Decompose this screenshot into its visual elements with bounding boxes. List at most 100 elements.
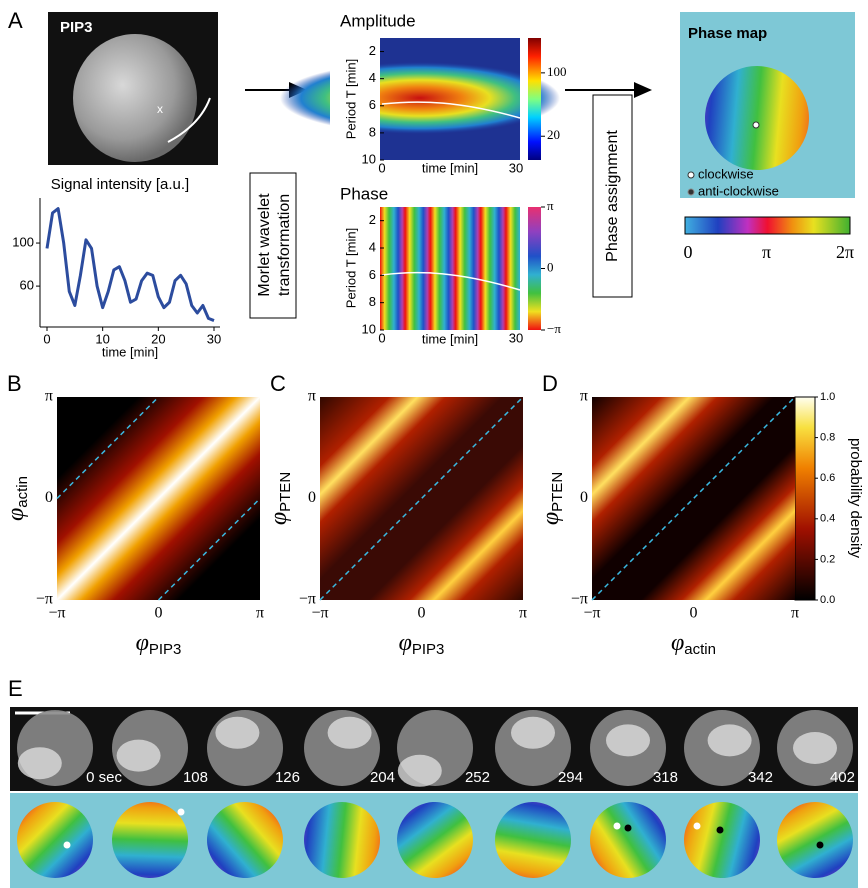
axis-subscript: PTEN: [549, 472, 566, 512]
panel-label: A: [8, 8, 23, 33]
axis-symbol: φ: [136, 630, 149, 656]
cell-highlight: [117, 740, 161, 772]
x-tick-label: 0: [43, 331, 50, 346]
colorbar: [528, 38, 541, 160]
time-label: 0 sec: [86, 769, 122, 786]
y-tick-label: 8: [369, 294, 376, 309]
y-tick-label: 4: [369, 239, 376, 254]
y-tick-label: 10: [362, 321, 376, 336]
step-label: Phase assignment: [604, 130, 621, 262]
signal-line: [47, 209, 214, 321]
time-label: 318: [653, 769, 678, 786]
cell-highlight: [18, 747, 62, 779]
colorbar-tick-label: π: [762, 242, 771, 262]
x-tick-label: π: [256, 605, 264, 622]
y-tick-label: 60: [20, 278, 34, 293]
x-axis-label: φPIP3: [399, 630, 445, 658]
colorbar-tick-label: 1.0: [820, 391, 835, 403]
cell-highlight: [708, 724, 752, 756]
cell-highlight: [398, 755, 442, 787]
singularity: [625, 825, 632, 832]
step-label: transformation: [276, 194, 293, 296]
x-tick-label: 30: [509, 160, 523, 175]
colorbar-tick-label: 0: [684, 242, 693, 262]
y-tick-label: 2: [369, 43, 376, 58]
colorbar-tick-label: 20: [547, 127, 560, 142]
y-axis-label: φPTEN: [266, 472, 294, 525]
y-tick-label: π: [45, 388, 53, 405]
axis-subscript: PIP3: [412, 641, 445, 658]
x-tick-label: −π: [48, 605, 65, 622]
y-tick-label: 10: [362, 151, 376, 166]
colorbar-label: probability density: [847, 438, 864, 559]
phase-map-title: Phase map: [688, 25, 767, 42]
x-tick-label: 20: [151, 331, 165, 346]
svg-text:x: x: [157, 102, 163, 116]
singularity: [717, 827, 724, 834]
trace-title: Signal intensity [a.u.]: [51, 176, 189, 193]
x-axis-label: time [min]: [422, 160, 478, 175]
colorbar-tick-label: −π: [547, 321, 561, 336]
legend-label: anti-clockwise: [698, 183, 779, 198]
image-label: PIP3: [60, 19, 93, 36]
x-tick-label: 0: [418, 605, 426, 622]
y-tick-label: 2: [369, 212, 376, 227]
y-tick-label: 4: [369, 70, 376, 85]
y-tick-label: 8: [369, 124, 376, 139]
singularity: [178, 809, 185, 816]
panel-label: D: [542, 371, 558, 396]
colorbar-tick-label: 0.4: [820, 513, 835, 525]
legend-marker: [688, 189, 694, 195]
x-tick-label: 10: [95, 331, 109, 346]
panel-label: E: [8, 676, 23, 701]
x-tick-label: 0: [690, 605, 698, 622]
cell-highlight: [328, 717, 372, 749]
y-tick-label: 0: [308, 489, 316, 506]
axis-subscript: PTEN: [277, 472, 294, 512]
time-label: 126: [275, 769, 300, 786]
colorbar: [685, 217, 850, 234]
singularity: [614, 823, 621, 830]
x-tick-label: 0: [155, 605, 163, 622]
y-tick-label: 0: [580, 489, 588, 506]
x-axis-label: φactin: [671, 630, 716, 658]
colorbar-tick-label: 0.2: [820, 553, 835, 565]
time-label: 108: [183, 769, 208, 786]
axis-symbol: φ: [399, 630, 412, 656]
colorbar-tick-label: 2π: [836, 242, 854, 262]
colorbar-tick-label: 100: [547, 64, 567, 79]
cell-highlight: [511, 717, 555, 749]
x-tick-label: −π: [583, 605, 600, 622]
x-tick-label: π: [791, 605, 799, 622]
colorbar-tick-label: 0.6: [820, 472, 835, 484]
phase-cell: [17, 802, 93, 878]
x-tick-label: 0: [378, 160, 385, 175]
page: { "panel_a": { "label": "A", "cell_image…: [0, 0, 868, 888]
x-tick-label: π: [519, 605, 527, 622]
singularity: [817, 842, 824, 849]
x-tick-label: 0: [378, 330, 385, 345]
cell-highlight: [215, 717, 259, 749]
y-tick-label: 100: [12, 234, 34, 249]
cell: [73, 34, 197, 162]
y-tick-label: π: [308, 388, 316, 405]
x-tick-label: −π: [311, 605, 328, 622]
colorbar: [528, 207, 541, 330]
panel-label: B: [7, 371, 22, 396]
colorbar-tick-label: 0.0: [820, 594, 835, 606]
x-axis-label: time [min]: [102, 344, 158, 359]
time-label: 402: [830, 769, 855, 786]
y-tick-label: π: [580, 388, 588, 405]
heatmap-title: Amplitude: [340, 11, 416, 30]
legend-label: clockwise: [698, 166, 754, 181]
y-tick-label: 6: [369, 97, 376, 112]
x-axis-label: time [min]: [422, 331, 478, 346]
time-label: 204: [370, 769, 395, 786]
cell-highlight: [606, 724, 650, 756]
heatmap-band: [280, 62, 560, 134]
heatmap-title: Phase: [340, 184, 388, 203]
cell-highlight: [793, 732, 837, 764]
axis-symbol: φ: [671, 630, 684, 656]
time-label: 252: [465, 769, 490, 786]
time-label: 342: [748, 769, 773, 786]
